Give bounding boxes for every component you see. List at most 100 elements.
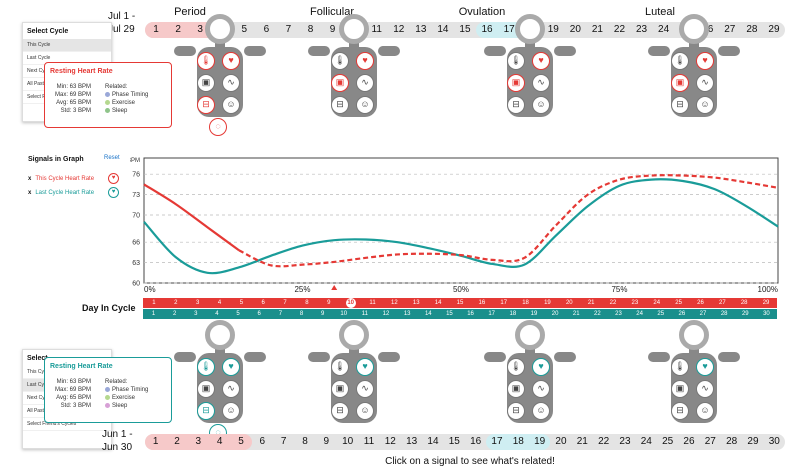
related-phase-timing[interactable]: Phase Timing [105,91,148,99]
dumbbell-icon[interactable]: ⊟ [507,96,525,114]
bar-day-5[interactable]: 5 [236,311,240,317]
top-day-8[interactable]: 8 [307,24,314,35]
top-day-1[interactable]: 1 [153,24,159,35]
heart-icon[interactable]: ♥ [222,52,240,70]
related-sleep[interactable]: Sleep [105,107,148,115]
bar-day-4[interactable]: 4 [215,311,219,317]
bar-day-5[interactable]: 5 [239,300,244,306]
top-day-13[interactable]: 13 [415,24,427,35]
related-exercise[interactable]: Exercise [105,99,148,107]
signal-item-last-cycle[interactable]: x Last Cycle Heart Rate ♥ [28,187,128,198]
activity-icon[interactable]: ∿ [532,74,550,92]
remove-signal-icon[interactable]: x [28,176,32,182]
face-icon[interactable]: ☺ [356,96,374,114]
bar-day-29[interactable]: 29 [762,300,770,306]
face-icon[interactable]: ☺ [696,96,714,114]
bar-day-23[interactable]: 23 [631,300,639,306]
bar-day-8[interactable]: 8 [299,311,304,317]
bottom-day-10[interactable]: 10 [342,436,354,447]
bar-day-30[interactable]: 30 [763,311,770,317]
bar-day-16[interactable]: 16 [467,311,474,317]
bar-day-4[interactable]: 4 [217,300,222,306]
calendar-icon[interactable]: ▣ [507,74,525,92]
bottom-day-2[interactable]: 2 [174,436,180,447]
bar-day-20[interactable]: 20 [551,311,559,317]
bar-day-11[interactable]: 11 [369,300,376,306]
dumbbell-icon[interactable]: ⊟ [197,402,215,420]
bar-day-11[interactable]: 11 [361,311,368,317]
related-sleep[interactable]: Sleep [105,402,148,410]
calendar-icon[interactable]: ▣ [331,74,349,92]
calendar-icon[interactable]: ▣ [671,380,689,398]
bottom-day-27[interactable]: 27 [704,436,716,447]
top-day-29[interactable]: 29 [768,24,780,35]
bar-day-2[interactable]: 2 [174,300,178,306]
heart-icon[interactable]: ♥ [696,358,714,376]
top-day-2[interactable]: 2 [175,24,181,35]
activity-icon[interactable]: ∿ [696,380,714,398]
day-bar-this-cycle[interactable]: 1 2 3 4 5 6 7 8 9 10 11 12 13 14 15 16 17 18 19 20 21 22 23 24 2… [143,298,777,308]
bar-day-15[interactable]: 15 [446,311,453,317]
top-day-11[interactable]: 11 [371,24,382,35]
top-day-14[interactable]: 14 [437,24,449,35]
related-phase-timing[interactable]: Phase Timing [105,386,148,394]
dumbbell-icon[interactable]: ⊟ [507,402,525,420]
bar-day-17[interactable]: 17 [488,311,496,317]
activity-icon[interactable]: ∿ [696,74,714,92]
bar-day-17[interactable]: 17 [500,300,508,306]
heart-icon[interactable]: ♥ [356,52,374,70]
top-day-20[interactable]: 20 [569,24,581,35]
bar-day-8[interactable]: 8 [305,300,309,306]
bar-day-1[interactable]: 1 [151,311,156,317]
face-icon[interactable]: ☺ [222,96,240,114]
bottom-day-25[interactable]: 25 [662,436,674,447]
calendar-icon[interactable]: ▣ [671,74,689,92]
bar-day-25[interactable]: 25 [657,311,665,317]
bar-day-13[interactable]: 13 [412,300,420,306]
bottom-day-4[interactable]: 4 [216,436,223,447]
face-icon[interactable]: ☺ [696,402,714,420]
bottom-day-11[interactable]: 11 [363,436,375,447]
top-day-15[interactable]: 15 [459,24,471,35]
thermometer-icon[interactable]: 🌡 [671,52,689,70]
bar-day-6[interactable]: 6 [261,300,265,306]
bar-day-10[interactable]: 10 [345,298,356,308]
bottom-day-23[interactable]: 23 [619,436,631,447]
dumbbell-icon[interactable]: ⊟ [331,402,349,420]
bottom-day-29[interactable]: 29 [747,436,759,447]
reset-button[interactable]: Reset [104,155,120,161]
heart-icon[interactable]: ♥ [696,52,714,70]
bottom-day-20[interactable]: 20 [555,436,567,447]
thermometer-icon[interactable]: 🌡 [507,52,525,70]
thermometer-icon[interactable]: 🌡 [331,358,349,376]
top-day-23[interactable]: 23 [635,24,648,35]
face-icon[interactable]: ☺ [532,402,550,420]
calendar-icon[interactable]: ▣ [507,380,525,398]
related-exercise[interactable]: Exercise [105,394,148,402]
signal-item-this-cycle[interactable]: x This Cycle Heart Rate ♥ [28,173,128,184]
dumbbell-icon[interactable]: ⊟ [671,96,689,114]
thermometer-icon[interactable]: 🌡 [671,358,689,376]
heart-icon[interactable]: ♥ [532,358,550,376]
bottom-day-1[interactable]: 1 [152,436,159,447]
top-day-9[interactable]: 9 [329,24,336,35]
remove-signal-icon[interactable]: x [28,190,32,196]
bottom-day-17[interactable]: 17 [491,436,503,447]
bar-day-1[interactable]: 1 [152,300,156,306]
bottom-day-12[interactable]: 12 [384,436,396,447]
top-day-17[interactable]: 17 [503,24,515,35]
bottom-day-8[interactable]: 8 [302,436,308,447]
bottom-day-22[interactable]: 22 [598,436,610,447]
top-day-22[interactable]: 22 [613,24,626,35]
bar-day-28[interactable]: 28 [740,300,748,306]
bar-day-9[interactable]: 9 [327,300,331,306]
dumbbell-icon[interactable]: ⊟ [197,96,215,114]
top-day-24[interactable]: 24 [658,24,670,35]
bar-day-27[interactable]: 27 [699,311,707,317]
bottom-day-21[interactable]: 21 [576,436,588,447]
bar-day-29[interactable]: 29 [741,311,749,317]
face-icon[interactable]: ☺ [532,96,550,114]
bottom-day-strip[interactable]: 1 2 3 4 5 6 7 8 9 10 11 12 13 14 15 16 17 18 19 20 21 22 23 24 2… [145,434,785,450]
bar-day-12[interactable]: 12 [382,311,390,317]
bottom-day-5[interactable]: 5 [238,436,244,447]
